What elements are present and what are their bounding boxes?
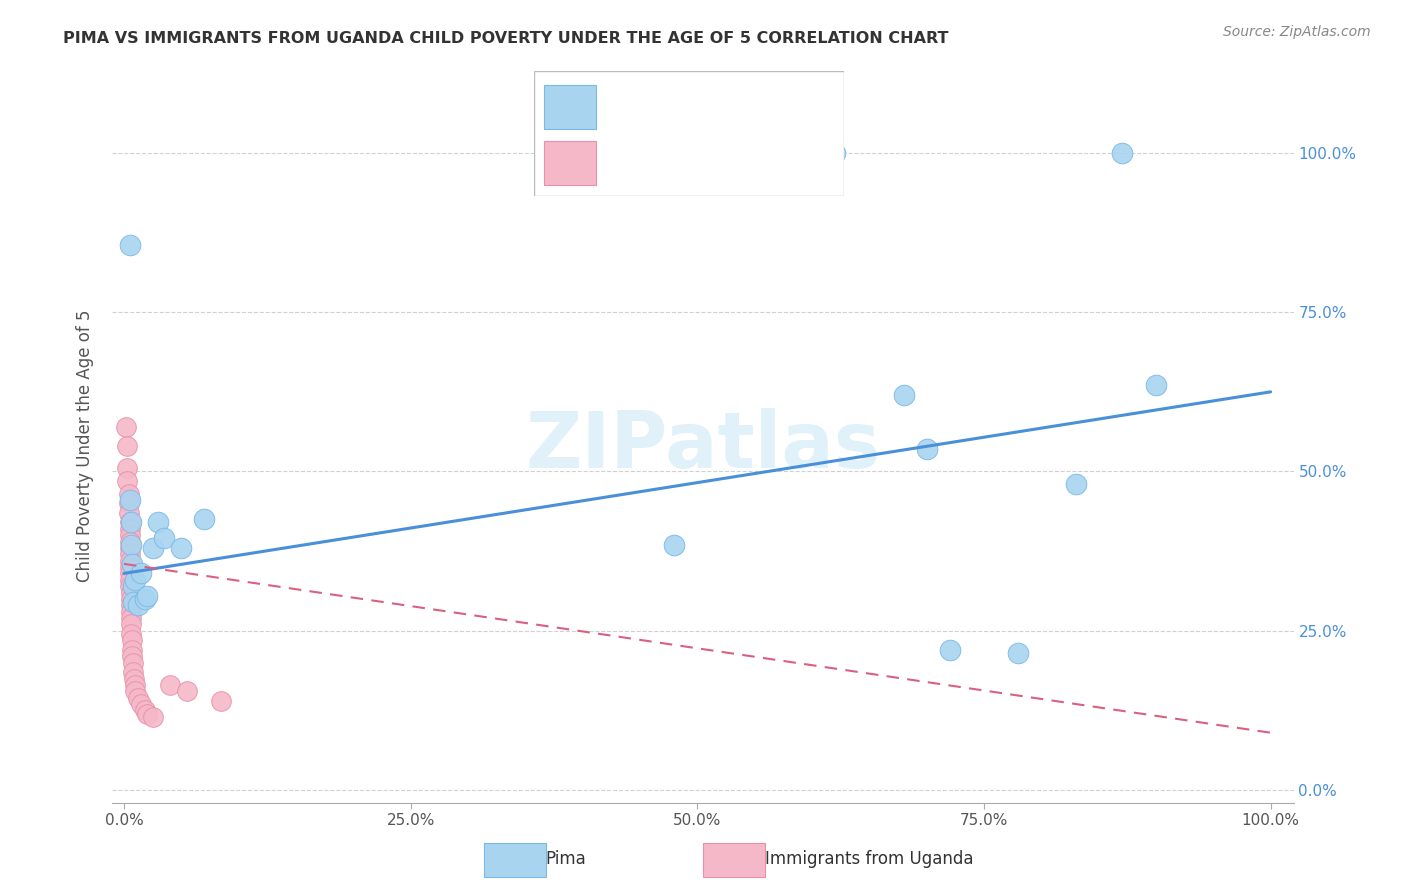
Text: R =: R = — [609, 153, 644, 171]
Point — [148, 516, 170, 530]
Point — [120, 516, 142, 530]
FancyBboxPatch shape — [703, 843, 765, 877]
Point — [1064, 477, 1087, 491]
Point — [135, 706, 157, 721]
Point — [135, 589, 157, 603]
Point — [122, 672, 145, 686]
FancyBboxPatch shape — [534, 71, 844, 196]
Point — [121, 649, 143, 664]
Point — [122, 579, 145, 593]
Point — [117, 487, 139, 501]
Point — [824, 145, 846, 160]
Point — [120, 611, 142, 625]
Point — [117, 506, 139, 520]
Point — [1144, 378, 1167, 392]
Y-axis label: Child Poverty Under the Age of 5: Child Poverty Under the Age of 5 — [76, 310, 94, 582]
Point — [129, 566, 152, 581]
Point — [893, 388, 915, 402]
Point — [127, 599, 149, 613]
Point — [120, 585, 142, 599]
Point — [127, 690, 149, 705]
Point — [118, 516, 141, 530]
Point — [129, 697, 152, 711]
Point — [118, 534, 141, 549]
Point — [118, 566, 141, 581]
Text: Immigrants from Uganda: Immigrants from Uganda — [765, 849, 973, 868]
Point — [118, 560, 141, 574]
Text: N = 26: N = 26 — [720, 97, 786, 115]
Text: R =: R = — [609, 97, 644, 115]
Point — [122, 595, 145, 609]
Point — [124, 678, 146, 692]
Point — [122, 656, 145, 670]
Point — [120, 599, 142, 613]
Point — [120, 605, 142, 619]
Point — [176, 684, 198, 698]
Text: Pima: Pima — [546, 849, 586, 868]
Point — [118, 541, 141, 555]
Point — [938, 643, 960, 657]
Text: PIMA VS IMMIGRANTS FROM UGANDA CHILD POVERTY UNDER THE AGE OF 5 CORRELATION CHAR: PIMA VS IMMIGRANTS FROM UGANDA CHILD POV… — [63, 31, 949, 46]
Point — [170, 541, 193, 555]
Point — [1007, 646, 1029, 660]
Point — [118, 547, 141, 561]
Point — [122, 665, 145, 680]
Point — [120, 617, 142, 632]
Point — [121, 633, 143, 648]
Point — [664, 538, 686, 552]
Point — [124, 573, 146, 587]
Text: N = 41: N = 41 — [720, 153, 785, 171]
Point — [120, 538, 142, 552]
Point — [209, 694, 232, 708]
Point — [118, 554, 141, 568]
Point — [134, 591, 156, 606]
Point — [121, 643, 143, 657]
Point — [117, 474, 139, 488]
Point — [118, 493, 141, 508]
Point — [117, 439, 139, 453]
Point — [153, 532, 176, 546]
Point — [124, 684, 146, 698]
FancyBboxPatch shape — [544, 141, 596, 185]
Point — [121, 557, 143, 571]
Point — [118, 522, 141, 536]
Point — [118, 238, 141, 252]
Point — [134, 703, 156, 717]
Point — [118, 528, 141, 542]
Point — [120, 627, 142, 641]
Point — [142, 541, 165, 555]
Text: Source: ZipAtlas.com: Source: ZipAtlas.com — [1223, 25, 1371, 39]
Point — [117, 461, 139, 475]
FancyBboxPatch shape — [484, 843, 546, 877]
Point — [120, 591, 142, 606]
Point — [142, 710, 165, 724]
Text: 0.431: 0.431 — [652, 97, 707, 115]
Point — [117, 496, 139, 510]
Point — [159, 678, 181, 692]
Text: -0.033: -0.033 — [652, 153, 714, 171]
Point — [115, 420, 138, 434]
Point — [915, 442, 938, 457]
Text: ZIPatlas: ZIPatlas — [526, 408, 880, 484]
Point — [193, 512, 215, 526]
FancyBboxPatch shape — [544, 85, 596, 128]
Point — [118, 579, 141, 593]
Point — [1111, 145, 1133, 160]
Point — [118, 573, 141, 587]
